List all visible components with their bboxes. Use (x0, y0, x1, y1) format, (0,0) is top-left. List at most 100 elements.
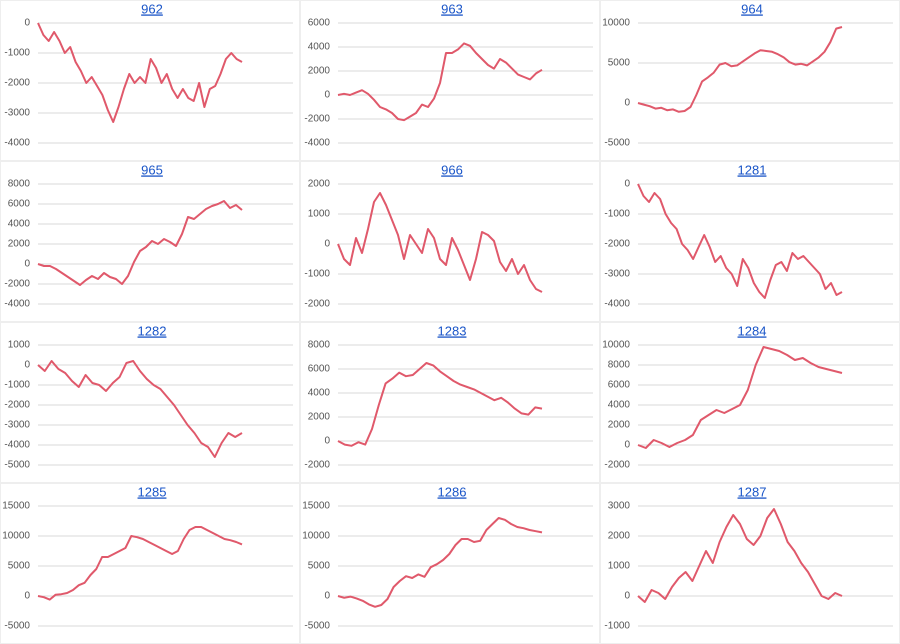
chart-title[interactable]: 1282 (138, 323, 167, 338)
panel-border (300, 322, 600, 483)
y-tick-label: -5000 (4, 460, 30, 471)
y-tick-label: -2000 (604, 239, 630, 250)
y-tick-label: -2000 (4, 400, 30, 411)
data-line (337, 517, 543, 608)
chart-panel: 1282 1000 0 -1000 -2000 -3000 -4000 -5000 (0, 322, 300, 483)
y-tick-label: 5000 (308, 561, 331, 572)
y-tick-label: 4000 (8, 219, 31, 230)
data-line (37, 22, 243, 123)
data-line (337, 192, 543, 293)
y-tick-label: -1000 (4, 380, 30, 391)
y-tick-label: 0 (624, 179, 630, 190)
y-tick-label: -1000 (304, 269, 330, 280)
y-tick-label: 2000 (8, 239, 31, 250)
y-tick-label: 0 (324, 591, 330, 602)
y-tick-label: 2000 (608, 531, 631, 542)
y-tick-label: 0 (24, 18, 30, 29)
y-tick-label: -4000 (4, 440, 30, 451)
y-tick-label: 0 (24, 259, 30, 270)
y-tick-label: -4000 (4, 138, 30, 149)
y-tick-label: -1000 (604, 209, 630, 220)
data-line (637, 346, 843, 449)
y-tick-label: -4000 (4, 299, 30, 310)
y-tick-label: 6000 (608, 380, 631, 391)
data-line (337, 42, 543, 122)
chart-title[interactable]: 1284 (738, 323, 767, 338)
y-tick-label: 0 (24, 360, 30, 371)
chart-title[interactable]: 964 (741, 1, 763, 16)
panel-border (600, 483, 900, 644)
y-tick-label: 2000 (608, 420, 631, 431)
chart-title[interactable]: 965 (141, 162, 163, 177)
y-tick-label: 8000 (308, 340, 331, 351)
y-tick-label: -4000 (304, 138, 330, 149)
y-tick-label: -1000 (4, 48, 30, 59)
y-tick-label: -3000 (4, 420, 30, 431)
panel-border (0, 483, 300, 644)
chart-panel: 965 8000 6000 4000 2000 0 -2000 -4000 (0, 161, 300, 322)
y-tick-label: 15000 (302, 501, 330, 512)
panel-border (300, 483, 600, 644)
data-line (37, 200, 243, 286)
y-tick-label: 5000 (8, 561, 31, 572)
y-tick-label: 10000 (302, 531, 330, 542)
chart-panel: 1283 8000 6000 4000 2000 0 -2000 (300, 322, 600, 483)
y-tick-label: -5000 (304, 621, 330, 632)
y-tick-label: 6000 (308, 18, 331, 29)
y-tick-label: 0 (624, 98, 630, 109)
chart-title[interactable]: 962 (141, 1, 163, 16)
chart-title[interactable]: 1286 (438, 484, 467, 499)
panel-border (0, 322, 300, 483)
y-tick-label: 10000 (602, 340, 630, 351)
y-tick-label: -3000 (604, 269, 630, 280)
y-tick-label: 1000 (308, 209, 331, 220)
y-tick-label: 6000 (8, 199, 31, 210)
y-tick-label: 1000 (8, 340, 31, 351)
y-tick-label: 4000 (308, 388, 331, 399)
panel-border (0, 0, 300, 161)
y-tick-label: 10000 (602, 18, 630, 29)
chart-title[interactable]: 1283 (438, 323, 467, 338)
y-tick-label: 4000 (608, 400, 631, 411)
y-tick-label: 8000 (8, 179, 31, 190)
data-line (637, 183, 843, 299)
y-tick-label: 0 (24, 591, 30, 602)
y-tick-label: 0 (324, 436, 330, 447)
chart-panel: 964 10000 5000 0 -5000 (600, 0, 900, 161)
chart-panel: 962 0 -1000 -2000 -3000 -4000 (0, 0, 300, 161)
chart-panel: 1284 10000 8000 6000 4000 2000 0 -2000 (600, 322, 900, 483)
y-tick-label: -5000 (4, 621, 30, 632)
panel-border (0, 161, 300, 322)
data-line (637, 508, 843, 603)
y-tick-label: -2000 (304, 114, 330, 125)
data-line (337, 362, 543, 447)
chart-panel: 966 2000 1000 0 -1000 -2000 (300, 161, 600, 322)
data-line (37, 360, 243, 458)
chart-title[interactable]: 1281 (738, 162, 767, 177)
chart-title[interactable]: 966 (441, 162, 463, 177)
chart-title[interactable]: 963 (441, 1, 463, 16)
chart-title[interactable]: 1285 (138, 484, 167, 499)
y-tick-label: 4000 (308, 42, 331, 53)
y-tick-label: 5000 (608, 58, 631, 69)
y-tick-label: 0 (624, 591, 630, 602)
y-tick-label: -2000 (304, 299, 330, 310)
y-tick-label: -2000 (304, 460, 330, 471)
panel-border (300, 161, 600, 322)
y-tick-label: 3000 (608, 501, 631, 512)
data-line (637, 26, 843, 113)
chart-panel: 1287 3000 2000 1000 0 -1000 (600, 483, 900, 644)
y-tick-label: -2000 (4, 279, 30, 290)
chart-panel: 1286 15000 10000 5000 0 -5000 (300, 483, 600, 644)
y-tick-label: 0 (324, 239, 330, 250)
panel-border (300, 0, 600, 161)
chart-panel: 1281 0 -1000 -2000 -3000 -4000 (600, 161, 900, 322)
y-tick-label: -4000 (604, 299, 630, 310)
data-line (37, 526, 243, 601)
y-tick-label: -2000 (604, 460, 630, 471)
y-tick-label: -5000 (604, 138, 630, 149)
chart-title[interactable]: 1287 (738, 484, 767, 499)
y-tick-label: 0 (624, 440, 630, 451)
